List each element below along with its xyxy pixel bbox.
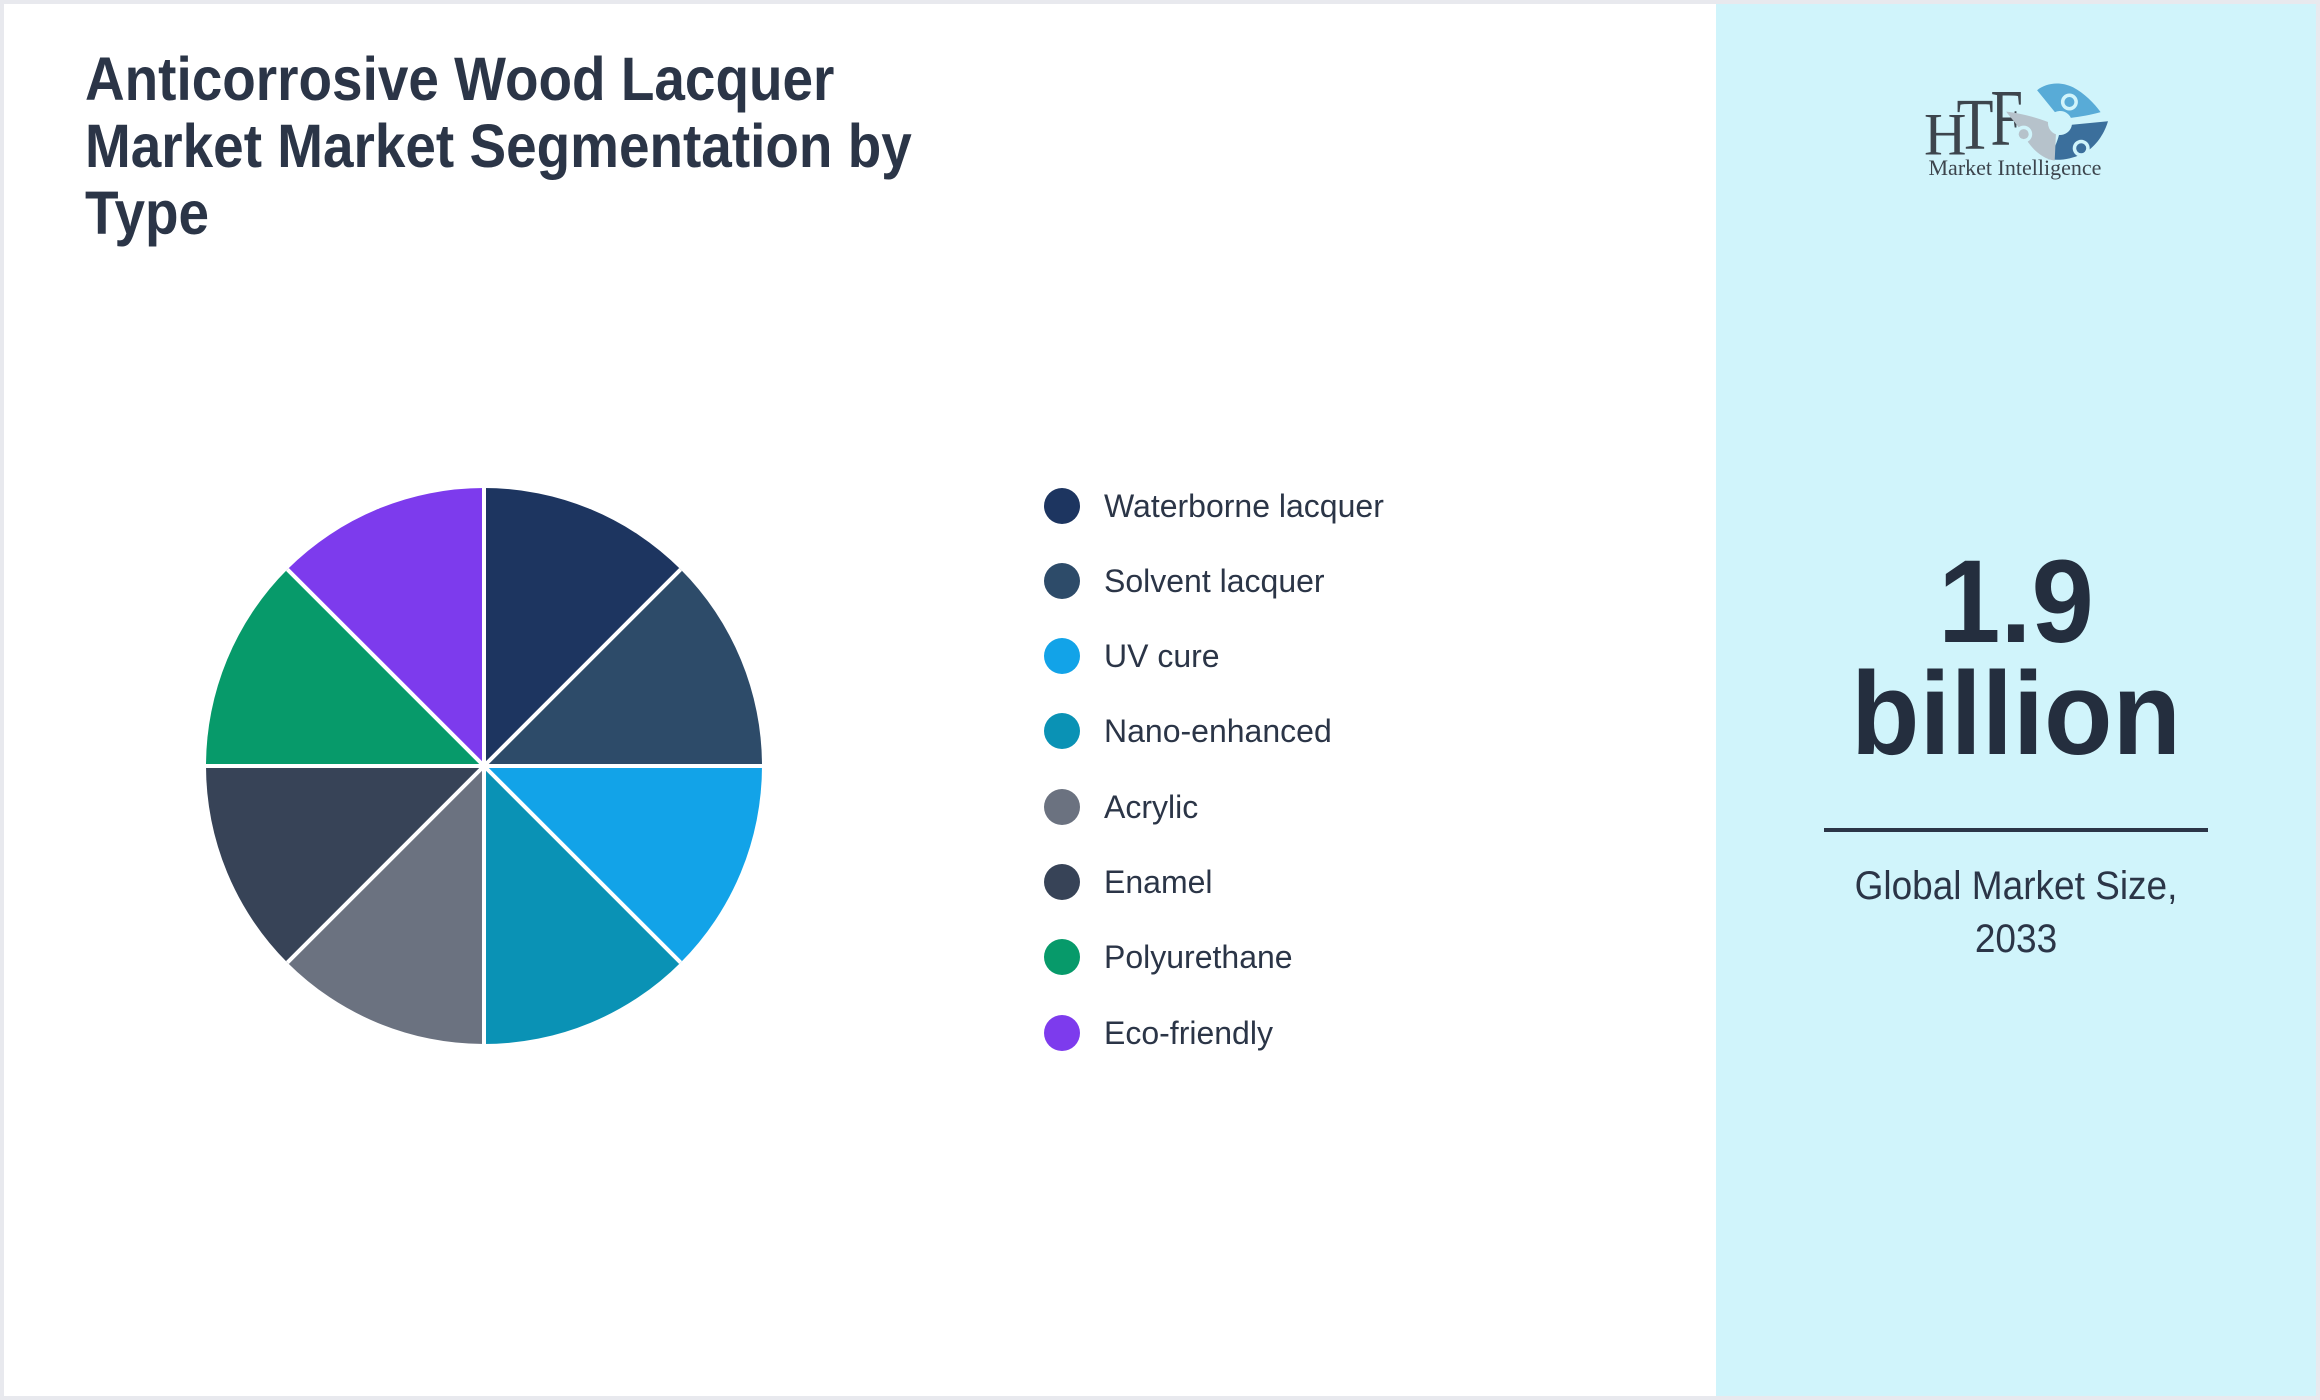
svg-text:Market Intelligence: Market Intelligence [1929, 155, 2102, 180]
svg-text:H: H [1924, 101, 1966, 168]
svg-text:T: T [1957, 84, 1994, 166]
